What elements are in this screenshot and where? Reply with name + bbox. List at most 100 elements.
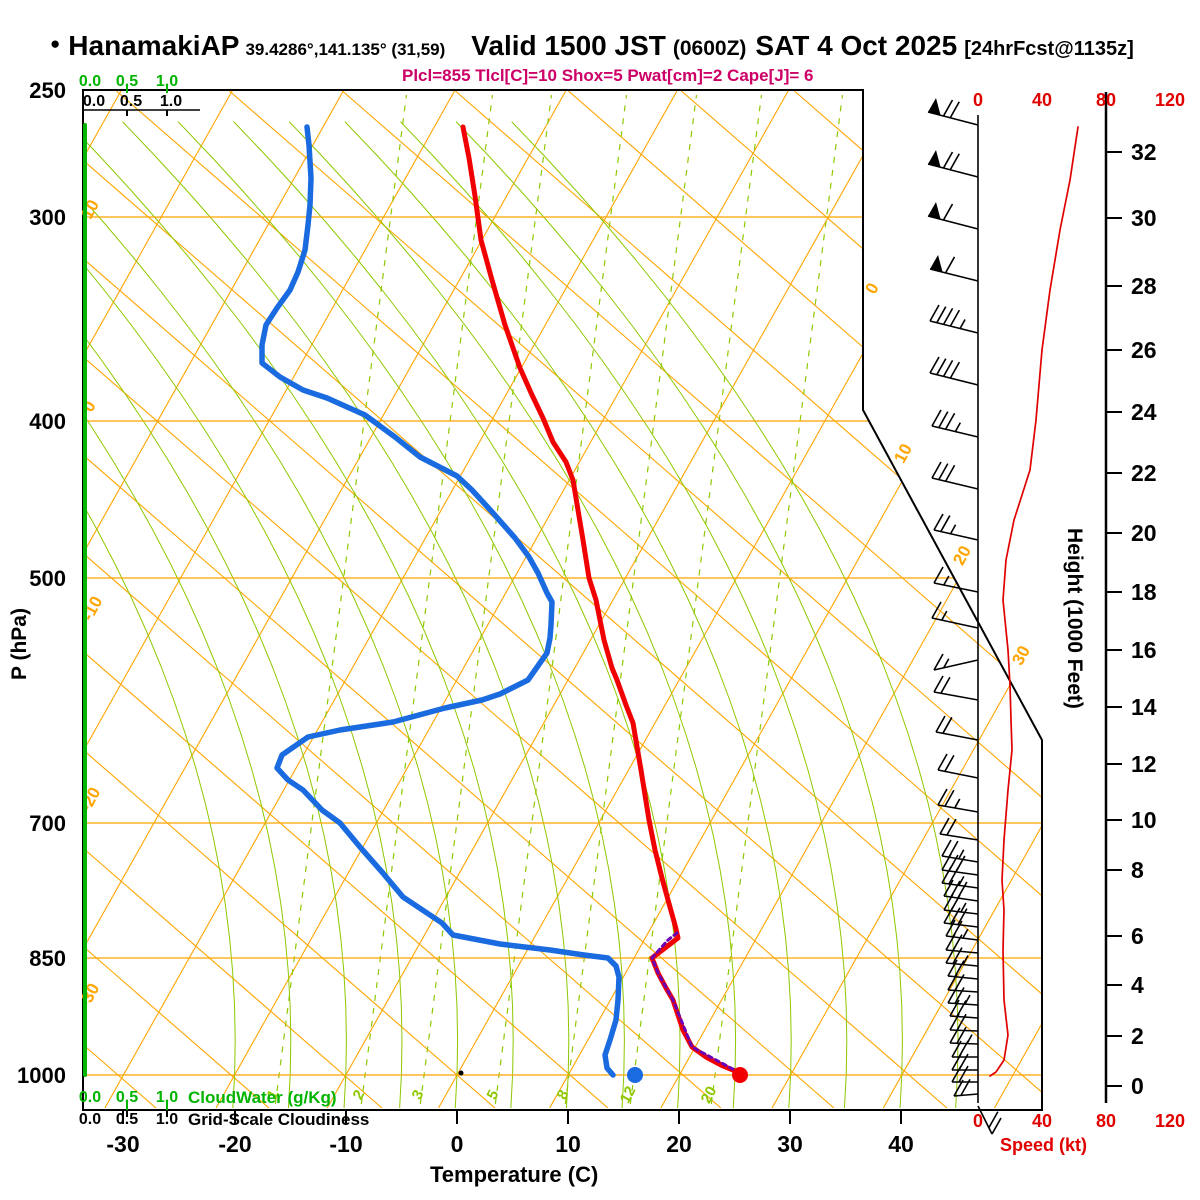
wind-barb-full (948, 867, 959, 885)
dry-adiabat-line (1018, 90, 1042, 1108)
wind-barb-full (941, 866, 952, 884)
dry-adiabat-line (340, 90, 1042, 1108)
height-tick-label: 4 (1131, 972, 1144, 998)
wind-barb-full (949, 1013, 960, 1031)
cloudwater-scale-label: CloudWater (g/Kg) (188, 1088, 337, 1107)
isotherm-label-right: 10 (890, 441, 916, 467)
dry-adiabat-line (83, 90, 496, 1108)
wind-barb-full (939, 817, 950, 835)
wind-barb-staff (977, 1105, 993, 1135)
wind-barb-staff (949, 1042, 979, 1045)
mixing-ratio-label: 20 (698, 1084, 721, 1107)
mixing-ratio-label: 8 (554, 1087, 573, 1102)
isotherm-label-right: 0 (862, 280, 883, 297)
dry-adiabat-line (83, 90, 835, 1108)
wind-barb-staff (931, 617, 979, 629)
wind-barb-full (929, 304, 940, 322)
wind-barb-staff (933, 529, 979, 541)
pressure-tick-label: 400 (29, 409, 66, 434)
dry-adiabat-line (83, 90, 948, 1108)
isotherm-line (437, 90, 1012, 1108)
moist-adiabat-line (511, 121, 959, 1108)
wind-barb-full (949, 309, 961, 327)
height-tick-label: 10 (1131, 807, 1157, 833)
wind-barb-staff (933, 691, 979, 701)
height-tick-label: 8 (1131, 857, 1144, 883)
temperature-tick-label: 30 (777, 1131, 803, 1157)
wind-barb-full (945, 933, 956, 951)
temperature-tick-label: -10 (329, 1131, 362, 1157)
wind-barb-full (945, 946, 956, 964)
height-tick-label: 22 (1131, 460, 1157, 486)
moist-adiabat-line (233, 121, 681, 1108)
wind-barb-half (943, 575, 950, 586)
wind-barb-full (947, 986, 958, 1004)
wind-barb-half (962, 928, 969, 939)
bottom-cloudwater-scale-value: 1.0 (156, 1089, 178, 1106)
top-cloudiness-scale-value: 0.0 (83, 93, 105, 110)
mixing-ratio-line (419, 94, 553, 1105)
wind-barb-full (938, 463, 949, 481)
wind-barb-full (942, 203, 954, 221)
wind-barb-staff (927, 163, 979, 178)
moist-adiabat-line (400, 121, 848, 1108)
height-tick-label: 6 (1131, 923, 1144, 949)
wind-barb-full (933, 566, 944, 584)
mixing-ratio-label: 3 (409, 1087, 428, 1102)
speed-tick-label-top: 0 (973, 90, 983, 110)
isotherm-label-right: 20 (949, 543, 975, 569)
moist-adiabat-line (177, 121, 625, 1108)
wind-barb-staff (929, 372, 979, 386)
wind-barb-full (946, 818, 957, 836)
wind-barb-full (947, 973, 958, 991)
wind-barb-full (949, 361, 961, 379)
mixing-ratio-line (564, 94, 698, 1105)
wind-barb-pennant (928, 98, 941, 116)
wind-barb-half (941, 610, 948, 621)
wind-speed-profile-line (989, 126, 1079, 1077)
wind-barb-full (942, 360, 954, 377)
wind-barb-full (933, 675, 944, 693)
wind-barb-full (943, 879, 954, 897)
adiabat-label-left: -30 (75, 980, 103, 1011)
wind-barb-staff (937, 804, 979, 813)
wind-barb-full (940, 515, 951, 532)
mixing-ratio-label: 12 (617, 1084, 640, 1107)
isotherm-line (104, 90, 678, 1108)
wind-barb-full (929, 356, 940, 374)
stability-indices-line: Plcl=855 Tlcl[C]=10 Shox=5 Pwat[cm]=2 Ca… (402, 66, 814, 85)
wind-barb-staff (941, 882, 979, 889)
moist-adiabat-line (83, 121, 347, 1108)
isotherm-line (771, 90, 1042, 1108)
wind-barb-full (943, 906, 954, 924)
moist-adiabat-line (122, 121, 570, 1108)
wind-barb-half (958, 875, 965, 886)
top-cloudwater-scale-value: 0.0 (79, 73, 101, 90)
height-axis-title: Height (1000 Feet) (1063, 528, 1086, 709)
wind-barb-full (957, 908, 968, 926)
wind-barb-full (944, 256, 956, 274)
isotherm-line (83, 90, 456, 1108)
wind-barb-half (949, 524, 957, 535)
wind-barb-full (944, 789, 955, 807)
dry-adiabat-line (566, 90, 1042, 1108)
wind-barb-full (942, 308, 954, 325)
wind-barb-full (945, 919, 956, 937)
isotherm-line (0, 90, 10, 1108)
wind-barb-full (944, 754, 955, 772)
temperature-tick-label: -30 (106, 1131, 139, 1157)
wind-barb-full (947, 959, 958, 977)
wind-barb-full (937, 753, 948, 771)
isotherm-line (993, 90, 1042, 1108)
wind-barb-pennant (928, 150, 941, 168)
wind-barb-full (933, 513, 944, 531)
pressure-tick-label: 850 (29, 946, 66, 971)
wind-barb-pennant (928, 202, 941, 220)
wind-barb-full (942, 716, 953, 734)
wind-barb-full (956, 1026, 967, 1044)
height-tick-label: 28 (1131, 273, 1157, 299)
wind-barb-half (960, 902, 967, 913)
isotherm-line (83, 90, 234, 1108)
wind-barb-half (962, 955, 969, 965)
